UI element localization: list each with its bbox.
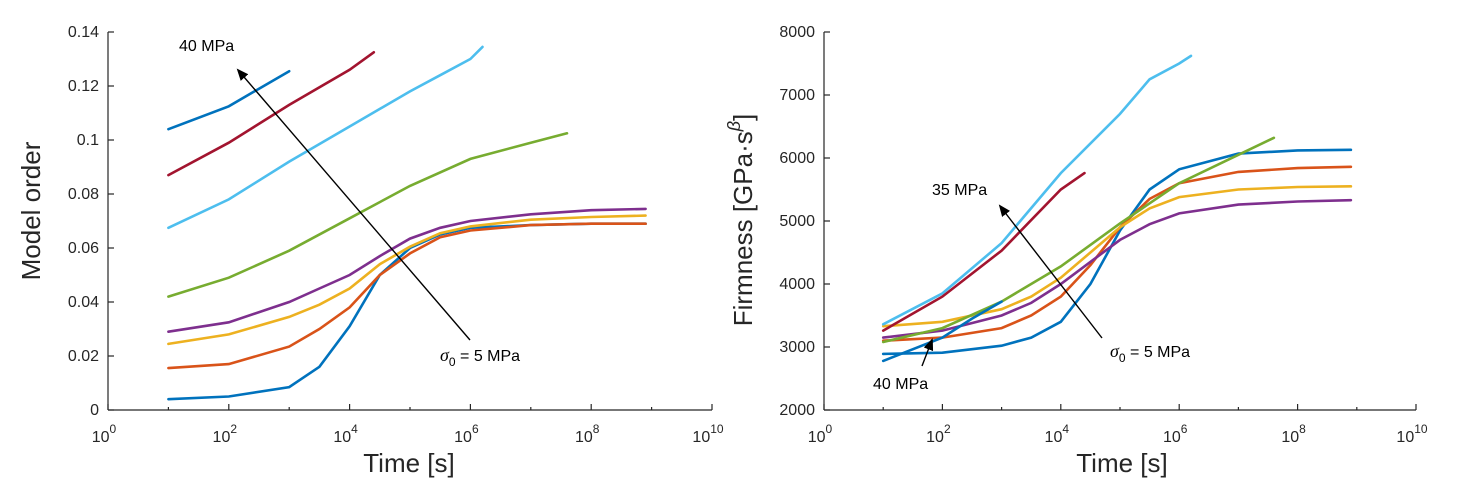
annotation-right-label: σ0 = 5 MPa xyxy=(1110,341,1190,365)
y-tick-label: 0 xyxy=(90,402,99,419)
series-line-40-mpa xyxy=(881,300,1003,363)
y-tick-label: 0.1 xyxy=(77,132,99,149)
x-tick-label: 106 xyxy=(454,422,479,446)
y-tick-label: 0.08 xyxy=(68,186,99,203)
y-tick-label: 0.12 xyxy=(68,78,99,95)
x-tick-labels: 100 102 104 106 108 1010 xyxy=(92,422,724,446)
axes xyxy=(823,31,1417,411)
y-tick-label: 4000 xyxy=(779,276,815,293)
annotation-bottom-label: σ0 = 5 MPa xyxy=(440,345,520,369)
annotation-arrow-lower xyxy=(921,338,934,367)
sigma-subscript: 0 xyxy=(449,355,456,369)
series-group xyxy=(881,54,1353,363)
x-tick-label: 106 xyxy=(1163,422,1188,446)
y-axis-label-main: Firmness [GPa·s xyxy=(728,131,758,326)
annotation-top-label: 40 MPa xyxy=(179,38,234,55)
series-line-35-mpa xyxy=(881,171,1086,332)
x-tick-label: 104 xyxy=(333,422,358,446)
y-tick-label: 0.06 xyxy=(68,240,99,257)
x-tick-label: 108 xyxy=(1281,422,1306,446)
series-group xyxy=(167,45,647,401)
y-tick-label: 5000 xyxy=(779,213,815,230)
series-line-40-mpa xyxy=(167,69,291,131)
annotation-lower-label: 40 MPa xyxy=(873,376,928,393)
y-tick-label: 2000 xyxy=(779,402,815,419)
x-tick-label: 104 xyxy=(1045,422,1070,446)
x-tick-label: 100 xyxy=(92,422,117,446)
y-tick-label: 3000 xyxy=(779,339,815,356)
x-tick-label: 1010 xyxy=(692,422,723,446)
y-axis-label-beta: β xyxy=(724,121,744,132)
sigma-symbol: σ xyxy=(440,345,450,365)
series-line-20-mpa xyxy=(881,198,1353,339)
x-tick-label: 102 xyxy=(926,422,951,446)
series-line-35-mpa xyxy=(167,51,376,177)
x-tick-label: 100 xyxy=(808,422,833,446)
x-axis-label: Time [s] xyxy=(1076,448,1167,478)
x-tick-label: 1010 xyxy=(1396,422,1427,446)
y-axis-label-end: ] xyxy=(728,114,758,121)
chart-model-order: 00.020.040.060.080.10.120.14 100 102 104 10… xyxy=(16,24,724,478)
y-tick-labels: 0 0.02 0.04 0.06 0.08 0.1 0.12 0.14 xyxy=(68,24,99,419)
x-tick-labels: 100 102 104 106 108 1010 xyxy=(808,422,1428,446)
y-tick-label: 8000 xyxy=(779,24,815,41)
annotation-upper-label: 35 MPa xyxy=(932,182,987,199)
annotation-arrow xyxy=(236,68,471,341)
y-tick-label: 6000 xyxy=(779,150,815,167)
y-tick-label: 0.02 xyxy=(68,348,99,365)
sigma-symbol: σ xyxy=(1110,341,1120,361)
series-line-20-mpa xyxy=(167,207,647,333)
series-line-10-mpa xyxy=(167,222,647,370)
x-axis-label: Time [s] xyxy=(363,448,454,478)
axes xyxy=(107,31,713,411)
series-line-30-mpa xyxy=(167,45,484,230)
series-line-10-mpa xyxy=(881,165,1353,342)
y-tick-label: 0.14 xyxy=(68,24,99,41)
x-tick-label: 102 xyxy=(213,422,238,446)
series-line-25-mpa xyxy=(881,136,1276,344)
x-tick-label: 108 xyxy=(575,422,600,446)
series-line-25-mpa xyxy=(167,132,569,298)
y-axis-label: Firmness [GPa·sβ] xyxy=(724,114,758,327)
sigma-subscript: 0 xyxy=(1119,351,1126,365)
y-tick-labels: 2000 3000 4000 5000 6000 7000 8000 xyxy=(779,24,815,419)
y-tick-label: 7000 xyxy=(779,87,815,104)
series-line-15-mpa xyxy=(881,185,1353,328)
annotation-bottom-text: = 5 MPa xyxy=(456,348,521,365)
series-line-5-mpa xyxy=(881,148,1353,356)
series-line-5-mpa xyxy=(167,222,647,401)
y-axis-label: Model order xyxy=(16,141,46,280)
series-line-30-mpa xyxy=(881,54,1193,326)
y-tick-label: 0.04 xyxy=(68,294,99,311)
annotation-right-text: = 5 MPa xyxy=(1126,344,1191,361)
series-line-15-mpa xyxy=(167,214,647,346)
annotation-arrow-upper xyxy=(998,204,1103,339)
